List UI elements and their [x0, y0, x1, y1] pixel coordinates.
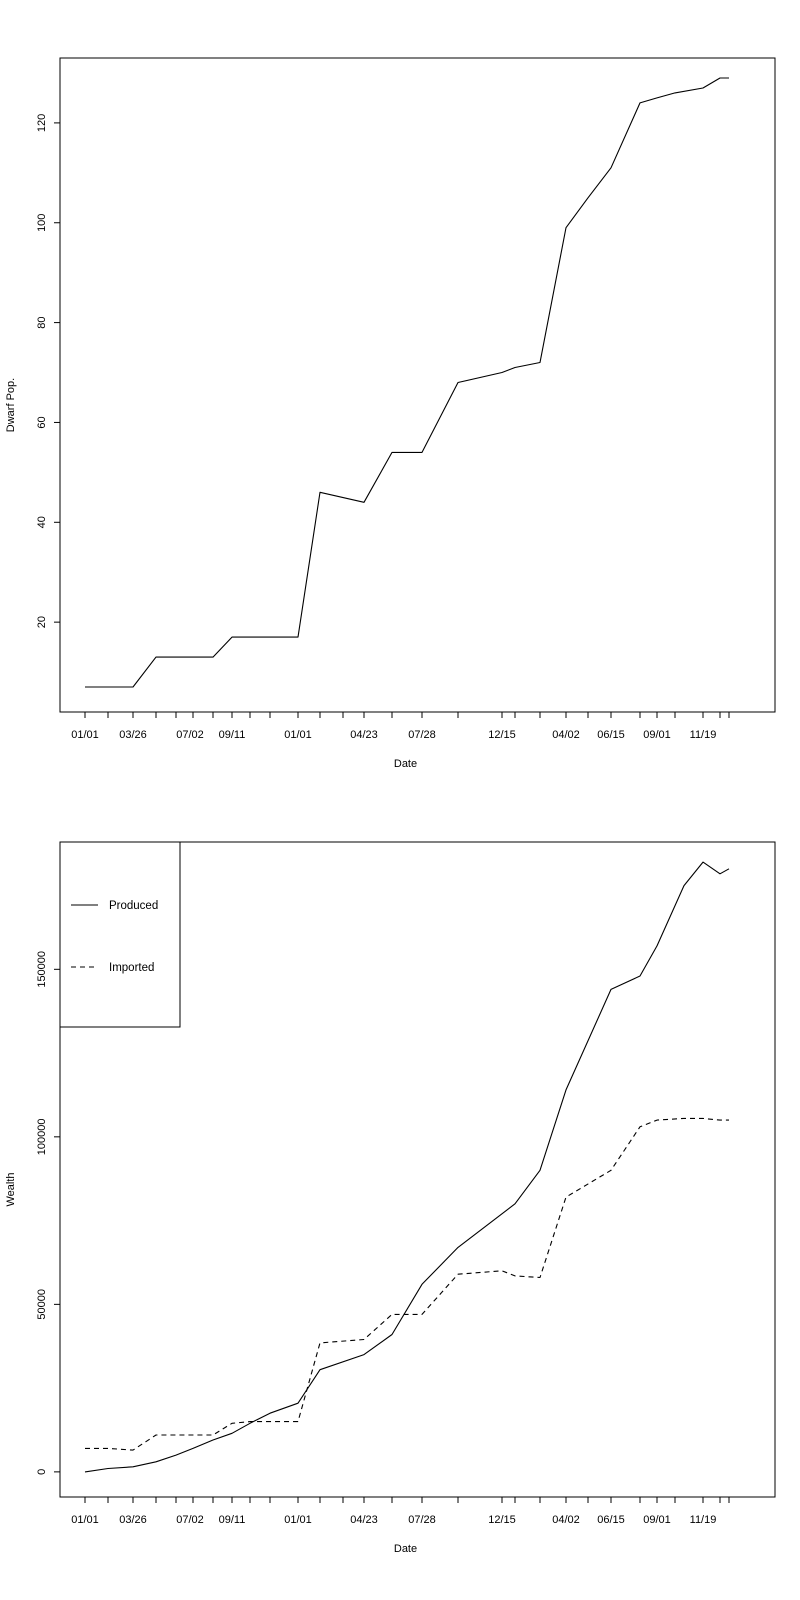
- chart-panel-2: 0 50000 100000 150000 01/01 03/26 07/02 09/11 01…: [5, 841, 776, 1555]
- y-tick-label: 100: [36, 214, 48, 232]
- y-tick-label: 60: [36, 416, 48, 428]
- y-tick-label: 20: [36, 616, 48, 628]
- y-tick-label: 80: [36, 316, 48, 328]
- legend-box: [59, 841, 181, 1028]
- y-axis-label: Wealth: [5, 1172, 17, 1206]
- legend-label: Produced: [109, 900, 158, 912]
- population-series-line: [85, 77, 729, 688]
- x-tick-label: 09/01: [643, 1514, 671, 1526]
- x-tick-label: 11/19: [690, 729, 717, 741]
- x-tick-label: 12/15: [488, 729, 516, 741]
- imported-series-line: [85, 1117, 729, 1451]
- legend-label: Imported: [109, 962, 154, 974]
- x-tick-label: 04/23: [350, 729, 378, 741]
- x-tick-label: 09/11: [219, 729, 246, 741]
- y-tick-label: 150000: [36, 951, 48, 988]
- legend: Produced Imported: [59, 841, 181, 1028]
- x-tick-label: 01/01: [71, 1514, 99, 1526]
- x-tick-label: 01/01: [284, 1514, 312, 1526]
- produced-series-line: [84, 861, 730, 1473]
- y-axis-label: Dwarf Pop.: [5, 378, 17, 432]
- x-tick-label: 09/01: [643, 729, 671, 741]
- x-tick-label: 07/02: [176, 1514, 204, 1526]
- y-tick-label: 50000: [36, 1289, 48, 1320]
- chart-panel-1: 20 40 60 80 100 120 01/01 03/26 07/02 09/11 01/01 0…: [5, 57, 776, 770]
- imported-data-point: [391, 1313, 393, 1315]
- imported-data-point: [212, 1434, 214, 1436]
- x-tick-label: 07/28: [408, 1514, 436, 1526]
- x-axis-label: Date: [394, 1543, 417, 1555]
- plot-frame: [59, 841, 776, 1498]
- x-tick-label: 07/28: [408, 729, 436, 741]
- x-tick-label: 01/01: [71, 729, 99, 741]
- x-tick-label: 12/15: [488, 1514, 516, 1526]
- x-axis-label: Date: [394, 758, 417, 770]
- x-tick-label: 01/01: [284, 729, 312, 741]
- y-tick-label: 120: [36, 114, 48, 132]
- x-tick-label: 06/15: [597, 729, 625, 741]
- y-tick-label: 100000: [36, 1118, 48, 1155]
- plot-frame: [59, 57, 776, 713]
- x-tick-label: 03/26: [119, 729, 147, 741]
- x-tick-label: 03/26: [119, 1514, 147, 1526]
- y-tick-label: 0: [36, 1469, 48, 1475]
- x-tick-label: 04/02: [552, 729, 580, 741]
- x-tick-label: 07/02: [176, 729, 204, 741]
- x-tick-label: 11/19: [690, 1514, 717, 1526]
- x-tick-label: 09/11: [219, 1514, 246, 1526]
- x-tick-label: 04/23: [350, 1514, 378, 1526]
- x-tick-label: 04/02: [552, 1514, 580, 1526]
- y-tick-label: 40: [36, 516, 48, 528]
- x-tick-label: 06/15: [597, 1514, 625, 1526]
